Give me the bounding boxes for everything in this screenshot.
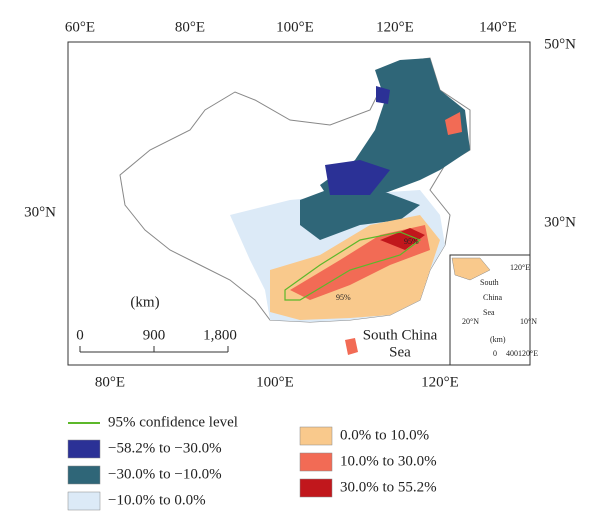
legend-label: 95% confidence level bbox=[108, 414, 238, 430]
lon-label: 120°E bbox=[376, 19, 414, 35]
lat-label: 50°N bbox=[544, 36, 576, 52]
lon-label: 80°E bbox=[175, 19, 205, 35]
region bbox=[300, 185, 420, 240]
inset-label: 0 bbox=[493, 349, 497, 358]
legend-swatch bbox=[299, 452, 333, 472]
legend-label: 10.0% to 30.0% bbox=[340, 453, 437, 469]
lat-label: 30°N bbox=[544, 214, 576, 230]
lon-label: 100°E bbox=[276, 19, 314, 35]
sea-label: Sea bbox=[389, 344, 411, 360]
contour-label: 95% bbox=[404, 237, 419, 246]
legend-swatch bbox=[299, 478, 333, 498]
lon-label: 100°E bbox=[256, 374, 294, 390]
region bbox=[445, 112, 462, 135]
legend-swatch bbox=[299, 426, 333, 446]
inset-label: (km) bbox=[490, 335, 506, 344]
region bbox=[325, 160, 390, 195]
lon-label: 140°E bbox=[479, 19, 517, 35]
scale-label: 1,800 bbox=[203, 327, 237, 343]
inset-label: 20°N bbox=[462, 317, 479, 326]
scale-label: 900 bbox=[143, 327, 166, 343]
legend-label: 30.0% to 55.2% bbox=[340, 479, 437, 495]
region bbox=[380, 228, 425, 250]
lon-label: 120°E bbox=[421, 374, 459, 390]
lat-label: 30°N bbox=[24, 204, 56, 220]
legend-label: 0.0% to 10.0% bbox=[340, 427, 429, 443]
lon-label: 60°E bbox=[65, 19, 95, 35]
scale-label: 0 bbox=[76, 327, 84, 343]
legend-swatch bbox=[67, 439, 101, 459]
inset-label: 120°E bbox=[510, 263, 530, 272]
legend-swatch bbox=[67, 465, 101, 485]
inset-label: China bbox=[483, 293, 503, 302]
island bbox=[345, 338, 358, 355]
legend-label: −30.0% to −10.0% bbox=[108, 466, 222, 482]
legend-label: −10.0% to 0.0% bbox=[108, 492, 206, 508]
legend-swatch bbox=[67, 491, 101, 511]
confidence-contour bbox=[284, 231, 422, 301]
sea-label: South China bbox=[363, 327, 438, 343]
inset-label: 10°N bbox=[520, 317, 537, 326]
lon-label: 80°E bbox=[95, 374, 125, 390]
inset-label: 400 bbox=[506, 349, 518, 358]
region bbox=[376, 86, 390, 104]
contour-label: 95% bbox=[336, 293, 351, 302]
inset-label: South bbox=[480, 278, 499, 287]
scale-unit: (km) bbox=[130, 294, 159, 310]
inset-frame bbox=[449, 254, 531, 366]
inset-label: 120°E bbox=[518, 349, 538, 358]
legend-label: −58.2% to −30.0% bbox=[108, 440, 222, 456]
inset-land bbox=[451, 257, 491, 281]
inset-label: Sea bbox=[483, 308, 495, 317]
